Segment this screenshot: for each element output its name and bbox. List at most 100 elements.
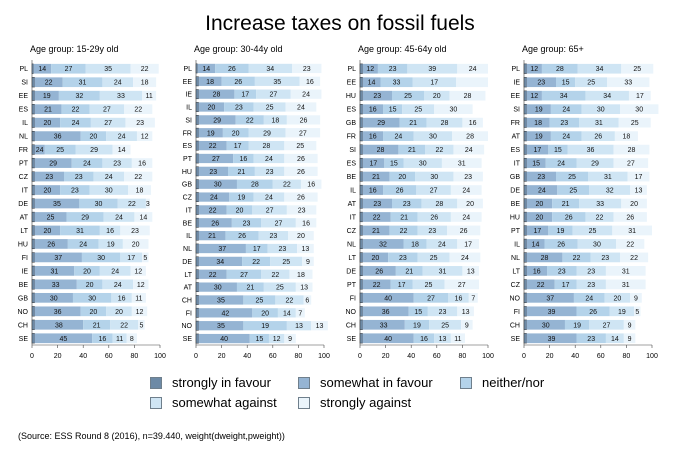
data-label: 17 (635, 174, 643, 181)
bar-segment (61, 104, 90, 115)
bar-segment (562, 252, 591, 263)
data-label: 18 (411, 241, 419, 248)
data-label: 12 (134, 268, 142, 275)
bar-segment (557, 185, 590, 195)
data-label: 23 (71, 188, 79, 195)
data-label: 19 (618, 309, 626, 316)
bar-segment (550, 104, 582, 115)
bar-segment (362, 63, 378, 74)
data-label: 28 (435, 201, 443, 208)
data-label: 20 (236, 207, 244, 214)
bar-segment (526, 63, 542, 74)
data-label: 14 (139, 214, 147, 221)
data-label: 20 (232, 130, 240, 137)
bar-segment (589, 319, 624, 330)
data-label: 21 (208, 233, 216, 240)
category-label: NO (182, 323, 193, 330)
data-label: 23 (399, 255, 407, 262)
data-label: 31 (628, 228, 636, 235)
bar-segment (609, 306, 635, 317)
bar-segment (98, 239, 123, 249)
bar-segment (31, 63, 34, 74)
bar-segment (34, 90, 59, 101)
bar-segment (51, 63, 86, 74)
data-label: 21 (372, 228, 380, 235)
bar-segment (236, 179, 273, 189)
bar-segment (362, 77, 381, 88)
data-label: 20 (43, 120, 51, 127)
bar-segment (106, 131, 137, 141)
bar-segment (457, 306, 474, 317)
bar-segment (614, 131, 638, 141)
bar-segment (362, 158, 385, 168)
data-label: 24 (469, 66, 477, 73)
bar-segment (523, 171, 527, 182)
bar-segment (31, 306, 35, 317)
data-label: 26 (430, 214, 438, 221)
data-label: 5 (635, 309, 639, 316)
data-label: 12 (530, 66, 538, 73)
bar-segment (523, 90, 527, 101)
data-label: 27 (266, 207, 274, 214)
data-label: 6 (305, 297, 309, 304)
bar-segment (447, 225, 481, 236)
bar-segment (605, 266, 646, 276)
data-label: 27 (103, 107, 111, 114)
bar-segment (548, 144, 568, 155)
bar-segment (523, 292, 527, 303)
bar-segment (195, 127, 199, 138)
data-label: 18 (141, 80, 149, 87)
data-label: 22 (630, 255, 638, 262)
bar-segment (195, 153, 199, 164)
data-label: 13 (467, 268, 475, 275)
bar-segment (426, 117, 463, 128)
bar-segment (253, 192, 285, 202)
panel-title: Age group: 15-29y old (30, 44, 119, 54)
bar-segment (106, 306, 132, 317)
bar-segment (234, 89, 257, 99)
bar-segment (112, 144, 131, 155)
data-label: 23 (298, 207, 306, 214)
bar-segment (92, 333, 113, 344)
bar-segment (198, 76, 222, 86)
bar-segment (99, 225, 121, 236)
bar-segment (277, 308, 296, 318)
bar-segment (362, 212, 391, 222)
data-label: 27 (430, 188, 438, 195)
bar-segment (526, 104, 551, 115)
data-label: 34 (266, 66, 274, 73)
bar-segment (233, 153, 254, 164)
bar-segment (131, 292, 146, 303)
bar-segment (429, 319, 462, 330)
data-label: 15 (532, 161, 540, 168)
data-label: 27 (603, 322, 611, 329)
data-label: 12 (273, 336, 281, 343)
data-label: 29 (49, 161, 57, 168)
bar-segment (434, 333, 451, 344)
bar-segment (448, 292, 469, 303)
bar-segment (198, 140, 227, 151)
bar-segment (523, 198, 527, 209)
bar-segment (81, 252, 121, 263)
bar-segment (79, 198, 118, 209)
bar-segment (605, 333, 624, 344)
bar-segment (390, 279, 413, 290)
data-label: 22 (134, 174, 142, 181)
x-tick-label: 40 (243, 353, 251, 360)
bar-segment (198, 166, 228, 176)
legend-item-strongly-in-favour: strongly in favour (150, 375, 271, 390)
bar-segment (613, 212, 647, 222)
data-label: 28 (464, 93, 472, 100)
bar-segment (195, 217, 199, 228)
bar-segment (362, 266, 396, 276)
bar-segment (197, 63, 216, 74)
bar-segment (66, 212, 104, 222)
bar-segment (236, 282, 264, 292)
bar-segment (284, 192, 318, 202)
data-label: 26 (211, 220, 219, 227)
data-label: 21 (247, 285, 255, 292)
bar-segment (34, 319, 84, 330)
x-tick-label: 20 (382, 353, 390, 360)
data-label: 14 (202, 66, 210, 73)
